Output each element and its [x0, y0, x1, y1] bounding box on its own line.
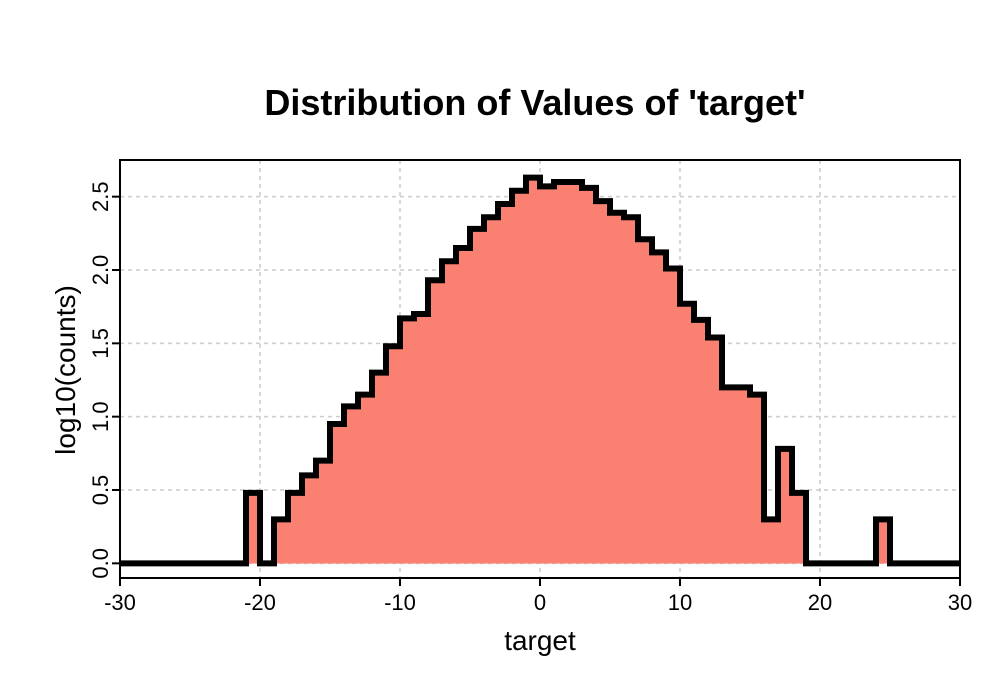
y-tick-label: 2.0	[88, 255, 113, 286]
histogram-bar	[399, 318, 415, 564]
y-tick-label: 1.0	[88, 401, 113, 432]
histogram-outline	[120, 174, 960, 567]
histogram-bar	[483, 216, 499, 564]
y-axis-ticks: 0.0 0.5 1.0 1.5 2.0 2.5	[88, 181, 120, 579]
histogram-bar	[623, 216, 639, 564]
x-tick-label: 20	[808, 590, 832, 615]
histogram-bar	[763, 519, 779, 564]
x-tick-label: 0	[534, 590, 546, 615]
y-tick-label: 2.5	[88, 181, 113, 212]
y-axis-label: log10(counts)	[50, 285, 81, 455]
histogram-bar	[371, 372, 387, 564]
chart-title: Distribution of Values of 'target'	[264, 82, 805, 123]
histogram-bar	[357, 394, 373, 564]
histogram-bar	[651, 252, 667, 564]
x-tick-label: -30	[104, 590, 136, 615]
histogram-bar	[469, 228, 485, 564]
x-tick-label: 30	[948, 590, 972, 615]
histogram-bar	[679, 303, 695, 564]
histogram-bar	[455, 247, 471, 564]
x-axis-label: target	[504, 625, 576, 656]
y-tick-label: 0.0	[88, 548, 113, 579]
y-tick-label: 1.5	[88, 328, 113, 359]
histogram-bar	[511, 190, 527, 564]
histogram-bar	[595, 200, 611, 564]
x-tick-label: 10	[668, 590, 692, 615]
histogram-bar	[525, 177, 541, 564]
histogram-bar	[637, 238, 653, 564]
histogram-bar	[665, 268, 681, 564]
histogram-bar	[385, 346, 401, 564]
histogram-bar	[609, 212, 625, 564]
histogram-bars	[245, 177, 891, 564]
histogram-bar	[721, 387, 751, 564]
histogram-bar	[693, 319, 709, 564]
x-tick-label: -10	[384, 590, 416, 615]
histogram-bar	[427, 280, 443, 564]
histogram-bar	[413, 313, 429, 564]
x-tick-label: -20	[244, 590, 276, 615]
x-axis-ticks: -30 -20 -10 0 10 20 30	[104, 578, 972, 615]
histogram-bar	[553, 181, 583, 564]
histogram-bar	[343, 406, 359, 564]
y-tick-label: 0.5	[88, 475, 113, 506]
histogram-bar	[539, 186, 555, 564]
histogram-bar	[497, 203, 513, 564]
histogram-bar	[581, 187, 597, 564]
histogram-bar	[441, 260, 457, 564]
